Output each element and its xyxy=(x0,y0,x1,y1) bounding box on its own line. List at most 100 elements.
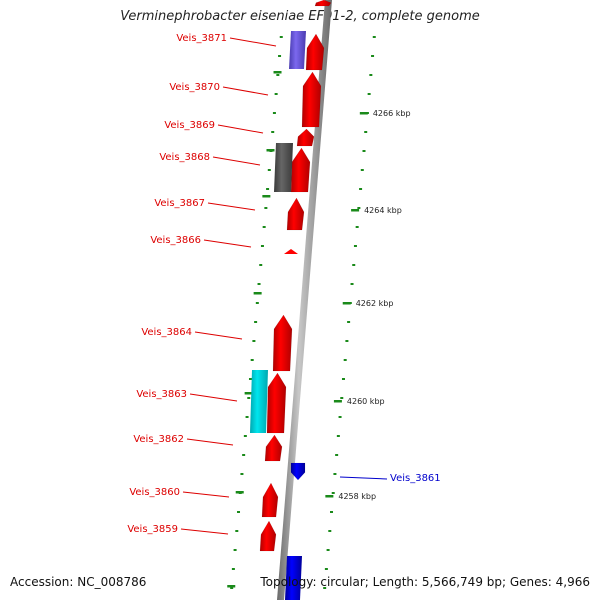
scale-tick xyxy=(355,226,359,228)
scale-tick xyxy=(248,378,252,380)
scale-tick xyxy=(347,321,351,323)
scale-tick xyxy=(350,283,354,285)
scale-major-tick xyxy=(273,71,282,74)
gene-label[interactable]: Veis_3867 xyxy=(154,198,205,209)
scale-major-tick xyxy=(235,491,244,494)
scale-major-tick xyxy=(253,292,262,295)
scale-tick xyxy=(335,454,339,456)
gene-label-leader xyxy=(217,124,264,134)
scale-tick xyxy=(279,36,283,38)
gene-label-leader xyxy=(194,331,243,340)
scale-tick xyxy=(231,568,235,570)
scale-tick xyxy=(357,207,361,209)
forward-gene-arrow xyxy=(266,372,287,434)
scale-tick xyxy=(345,340,349,342)
scale-tick xyxy=(326,549,330,551)
scale-major-tick xyxy=(262,195,271,198)
scale-tick xyxy=(341,378,345,380)
kbp-label: 4262 kbp xyxy=(356,299,394,308)
scale-tick xyxy=(235,530,239,532)
forward-gene-arrow xyxy=(286,197,305,231)
gene-label[interactable]: Veis_3870 xyxy=(169,82,220,93)
scale-tick xyxy=(276,74,280,76)
forward-gene-arrow xyxy=(314,0,332,7)
forward-gene-arrow xyxy=(305,33,325,71)
gene-label-leader xyxy=(339,476,388,480)
scale-major-tick xyxy=(359,112,368,115)
map-title: Verminephrobacter eiseniae EF01-2, compl… xyxy=(120,9,480,24)
gene-label-leader xyxy=(180,528,229,535)
scale-major-tick xyxy=(351,209,360,212)
scale-major-tick xyxy=(266,149,275,152)
scale-tick xyxy=(247,397,251,399)
scale-tick xyxy=(343,359,347,361)
scale-tick xyxy=(331,492,335,494)
accession-text: Accession: NC_008786 xyxy=(10,575,147,589)
scale-tick xyxy=(260,245,264,247)
gene-label[interactable]: Veis_3859 xyxy=(127,524,178,535)
scale-tick xyxy=(338,416,342,418)
scale-tick xyxy=(278,55,282,57)
forward-gene-arrow xyxy=(301,71,322,128)
scale-tick xyxy=(272,112,276,114)
scale-tick xyxy=(242,454,246,456)
scale-tick xyxy=(237,511,241,513)
forward-gene-arrow xyxy=(272,314,293,372)
scale-tick xyxy=(271,131,275,133)
gene-label[interactable]: Veis_3871 xyxy=(176,33,227,44)
gene-label[interactable]: Veis_3869 xyxy=(164,120,215,131)
gene-label[interactable]: Veis_3863 xyxy=(136,389,187,400)
kbp-label: 4264 kbp xyxy=(364,206,402,215)
scale-tick xyxy=(252,340,256,342)
scale-tick xyxy=(352,264,356,266)
scale-tick xyxy=(372,36,376,38)
scale-tick xyxy=(367,93,371,95)
scale-tick xyxy=(360,169,364,171)
gene-label[interactable]: Veis_3860 xyxy=(129,487,180,498)
gene-label[interactable]: Veis_3866 xyxy=(150,235,201,246)
gene-label-leader xyxy=(229,37,277,47)
scale-tick xyxy=(324,568,328,570)
scale-tick xyxy=(364,131,368,133)
forward-gene-arrow xyxy=(264,434,283,462)
kbp-label: 4258 kbp xyxy=(338,492,376,501)
gene-label-leader xyxy=(203,239,252,248)
gene-label[interactable]: Veis_3868 xyxy=(159,152,210,163)
scale-tick xyxy=(259,264,263,266)
scale-major-tick xyxy=(244,392,253,395)
gene-label[interactable]: Veis_3862 xyxy=(133,434,184,445)
scale-tick xyxy=(333,473,337,475)
scale-tick xyxy=(266,188,270,190)
scale-tick xyxy=(267,169,271,171)
gene-label-leader xyxy=(207,202,256,211)
scale-tick xyxy=(250,359,254,361)
gray-feature-box xyxy=(274,143,293,192)
scale-tick xyxy=(340,397,344,399)
scale-tick xyxy=(245,416,249,418)
scale-major-tick xyxy=(342,302,351,305)
forward-gene-arrow xyxy=(290,147,311,193)
scale-tick xyxy=(330,511,334,513)
scale-major-tick xyxy=(333,400,342,403)
genome-summary-text: Topology: circular; Length: 5,566,749 bp… xyxy=(260,575,590,589)
scale-tick xyxy=(274,93,278,95)
reverse-gene-box xyxy=(285,556,302,600)
kbp-label: 4266 kbp xyxy=(373,109,411,118)
scale-tick xyxy=(323,587,327,589)
gene-label[interactable]: Veis_3864 xyxy=(141,327,192,338)
scale-tick xyxy=(243,435,247,437)
scale-tick xyxy=(262,226,266,228)
scale-tick xyxy=(240,473,244,475)
forward-gene-arrow xyxy=(261,482,279,518)
scale-tick xyxy=(369,74,373,76)
cyan-feature-box xyxy=(250,370,268,433)
purple-feature-box xyxy=(289,31,306,69)
gene-label-leader xyxy=(186,438,234,446)
scale-tick xyxy=(336,435,340,437)
gene-label-leader xyxy=(212,156,261,166)
scale-tick xyxy=(233,549,237,551)
forward-gene-arrow xyxy=(259,520,277,552)
gene-label[interactable]: Veis_3861 xyxy=(390,473,441,484)
scale-tick xyxy=(230,587,234,589)
scale-tick xyxy=(328,530,332,532)
